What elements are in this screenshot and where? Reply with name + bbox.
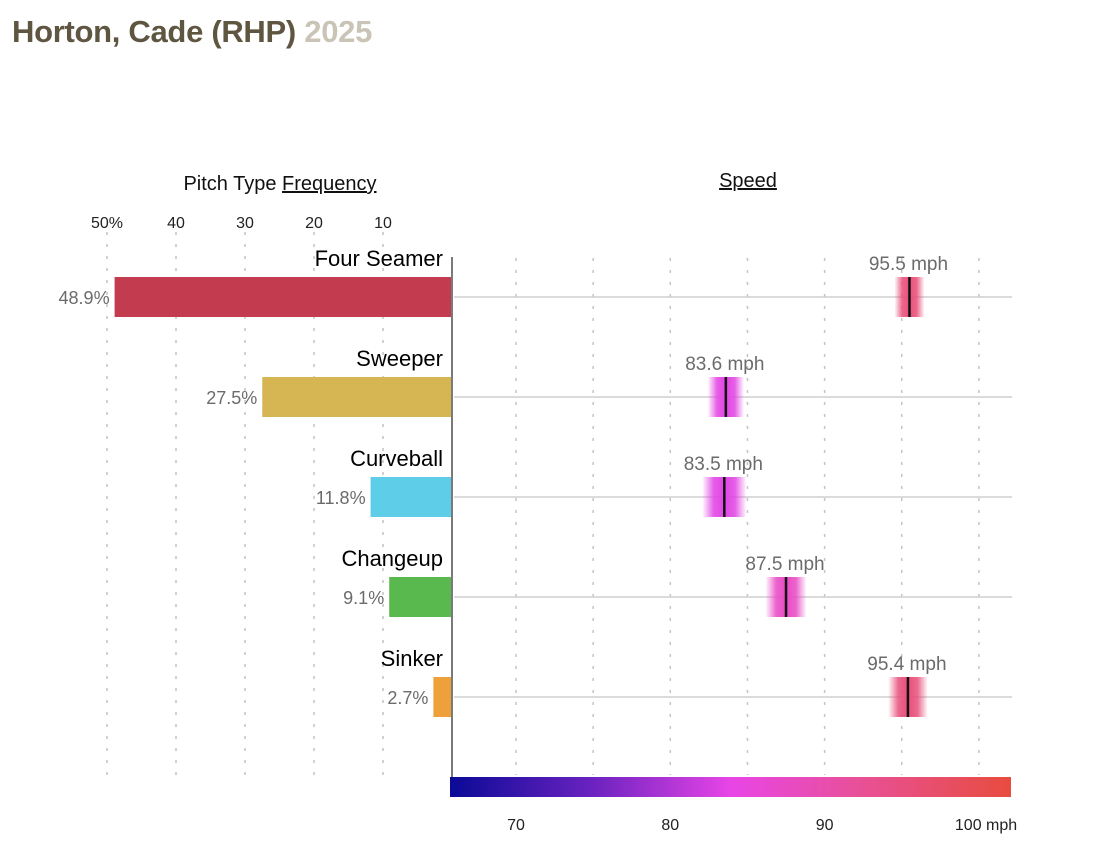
- frequency-value-label: 9.1%: [343, 588, 384, 608]
- frequency-tick-label: 40: [167, 215, 185, 232]
- pitch-type-label: Four Seamer: [315, 246, 443, 271]
- speed-title-link[interactable]: Speed: [719, 170, 777, 192]
- frequency-title-prefix: Pitch Type: [183, 173, 282, 195]
- speed-gridlines: [515, 258, 980, 775]
- speed-value-label: 83.6 mph: [685, 354, 764, 375]
- speed-tick-label: 70: [507, 817, 525, 834]
- frequency-bar[interactable]: [433, 677, 452, 717]
- frequency-title: Pitch Type Frequency: [183, 173, 376, 195]
- speed-value-label: 87.5 mph: [745, 554, 824, 575]
- frequency-value-label: 48.9%: [59, 288, 110, 308]
- speed-markers: 95.5 mph 83.6 mph 83.5 mph 87.5 mph 95.4 mph: [684, 254, 948, 717]
- pitch-type-label: Sweeper: [356, 346, 443, 371]
- frequency-tick-label: 30: [236, 215, 254, 232]
- speed-tick-labels: 70 80 90 100 mph: [507, 817, 1017, 834]
- page-title: Horton, Cade (RHP) 2025: [12, 14, 372, 50]
- frequency-tick-labels: 50% 40 30 20 10: [91, 215, 392, 232]
- frequency-value-label: 2.7%: [387, 688, 428, 708]
- frequency-tick-label: 20: [305, 215, 323, 232]
- frequency-bars: Four Seamer 48.9% Sweeper 27.5% Curveball 11.…: [59, 246, 452, 717]
- speed-color-scale: [450, 777, 1011, 797]
- frequency-tick-label: 10: [374, 215, 392, 232]
- frequency-bar[interactable]: [114, 277, 452, 317]
- frequency-tick-label: 50%: [91, 215, 123, 232]
- frequency-bar[interactable]: [370, 477, 452, 517]
- frequency-bar[interactable]: [389, 577, 452, 617]
- speed-value-label: 95.5 mph: [869, 254, 948, 275]
- season-year: 2025: [304, 14, 373, 49]
- speed-value-label: 83.5 mph: [684, 454, 763, 475]
- speed-value-label: 95.4 mph: [867, 654, 946, 675]
- pitch-type-label: Changeup: [341, 546, 443, 571]
- player-name: Horton, Cade (RHP): [12, 14, 296, 49]
- frequency-value-label: 27.5%: [206, 388, 257, 408]
- frequency-bar[interactable]: [262, 377, 452, 417]
- speed-tick-label: 90: [816, 817, 834, 834]
- pitch-type-label: Curveball: [350, 446, 443, 471]
- speed-tick-label: 100 mph: [955, 817, 1017, 834]
- speed-tick-label: 80: [661, 817, 679, 834]
- frequency-title-link[interactable]: Frequency: [282, 173, 377, 195]
- frequency-value-label: 11.8%: [316, 488, 366, 508]
- pitch-type-label: Sinker: [381, 646, 443, 671]
